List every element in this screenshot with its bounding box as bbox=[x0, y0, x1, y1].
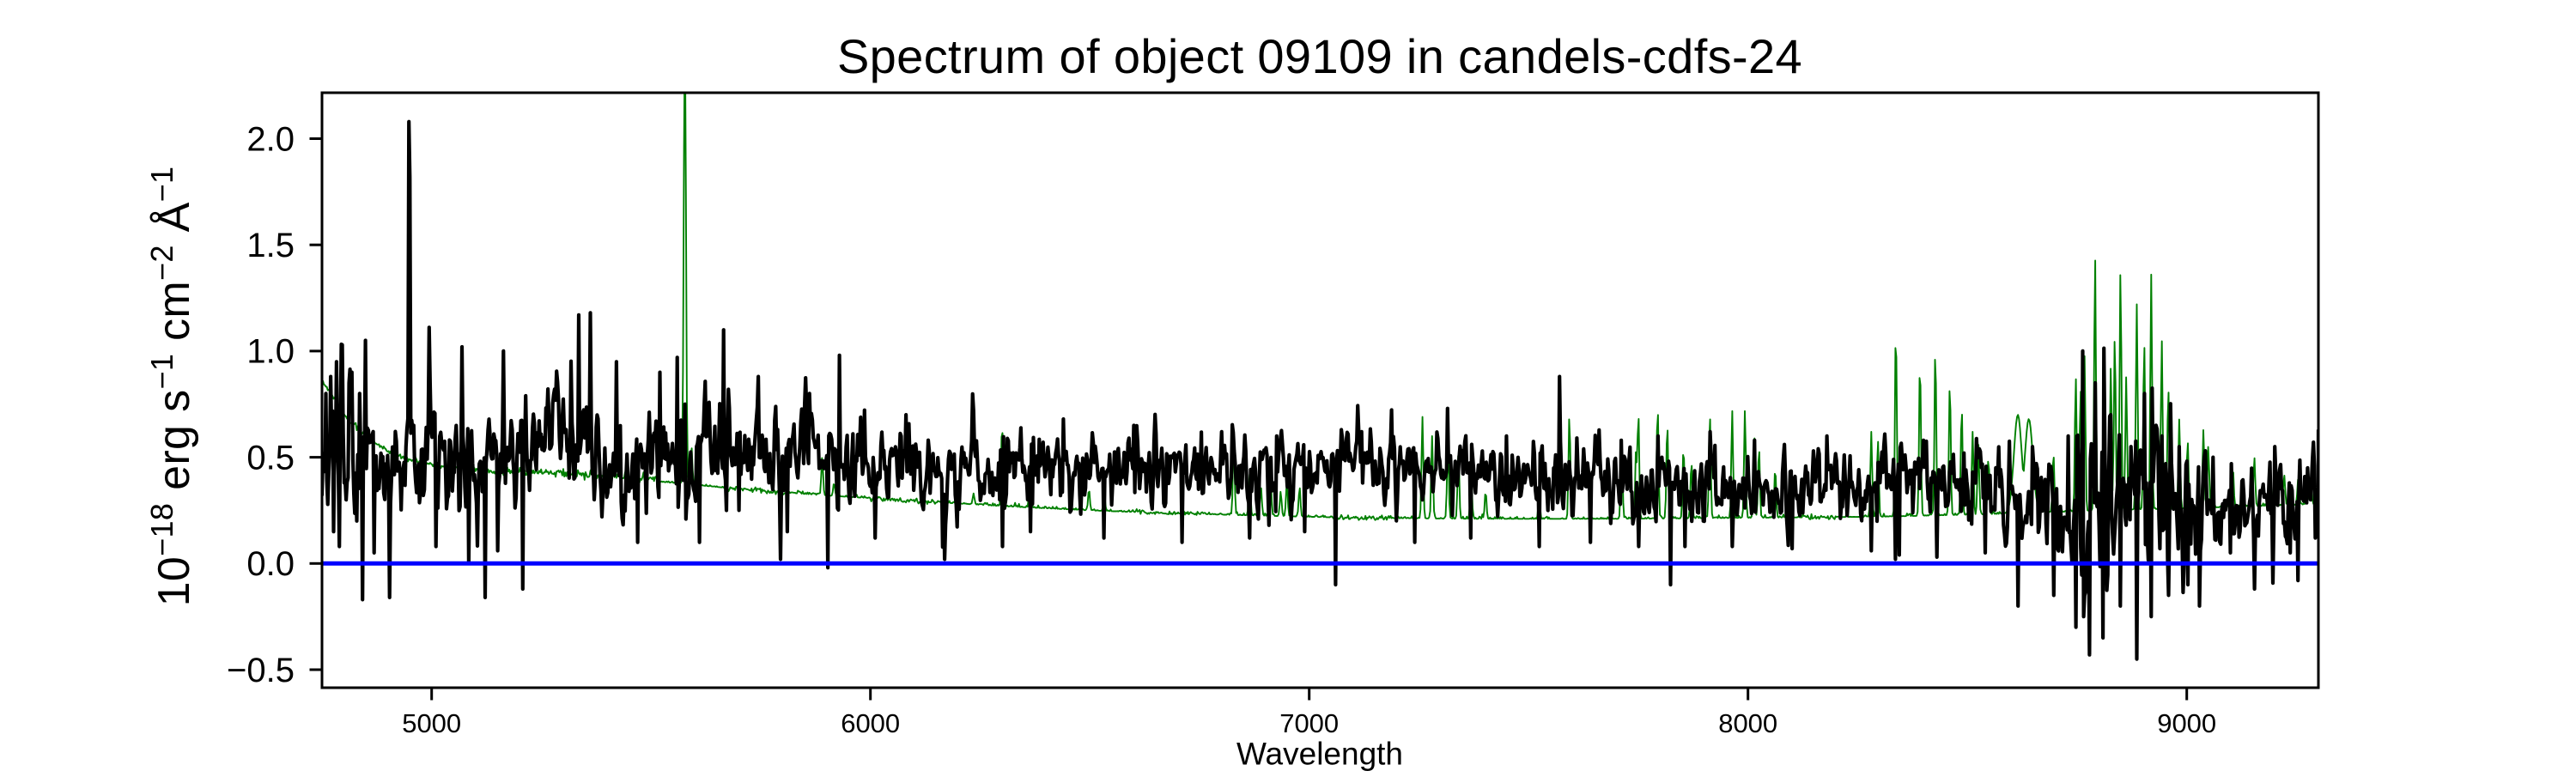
svg-text:−0.5: −0.5 bbox=[227, 652, 295, 689]
svg-text:1.0: 1.0 bbox=[246, 333, 295, 371]
svg-text:8000: 8000 bbox=[1718, 708, 1777, 738]
svg-text:0.0: 0.0 bbox=[246, 545, 295, 583]
svg-text:6000: 6000 bbox=[841, 708, 900, 738]
svg-text:Wavelength: Wavelength bbox=[1236, 737, 1403, 772]
svg-text:5000: 5000 bbox=[402, 708, 461, 738]
svg-text:1.5: 1.5 bbox=[246, 227, 295, 264]
svg-text:Spectrum of object 09109 in ca: Spectrum of object 09109 in candels-cdfs… bbox=[837, 29, 1802, 83]
svg-text:2.0: 2.0 bbox=[246, 120, 295, 158]
svg-text:9000: 9000 bbox=[2157, 708, 2216, 738]
svg-text:0.5: 0.5 bbox=[246, 439, 295, 477]
svg-text:7000: 7000 bbox=[1279, 708, 1339, 738]
